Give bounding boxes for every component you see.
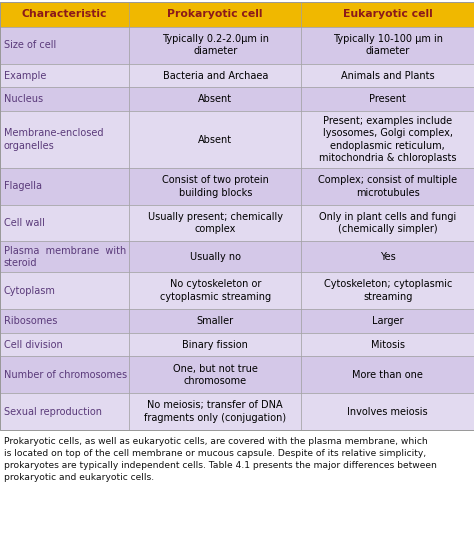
Bar <box>129 64 301 87</box>
Bar <box>301 168 474 205</box>
Text: Characteristic: Characteristic <box>22 10 107 20</box>
Text: Prokaryotic cells, as well as eukaryotic cells, are covered with the plasma memb: Prokaryotic cells, as well as eukaryotic… <box>4 437 437 483</box>
Bar <box>0 241 129 272</box>
Bar <box>301 27 474 64</box>
Bar <box>0 168 129 205</box>
Text: Membrane-enclosed
organelles: Membrane-enclosed organelles <box>4 128 103 151</box>
Text: Mitosis: Mitosis <box>371 339 405 349</box>
Bar <box>129 333 301 357</box>
Bar <box>129 357 301 393</box>
Text: Only in plant cells and fungi
(chemically simpler): Only in plant cells and fungi (chemicall… <box>319 212 456 234</box>
Text: Size of cell: Size of cell <box>4 40 56 50</box>
Bar <box>129 87 301 111</box>
Bar <box>0 87 129 111</box>
Bar <box>0 2 474 430</box>
Bar <box>0 393 129 430</box>
Bar <box>129 205 301 241</box>
Bar <box>129 168 301 205</box>
Text: Larger: Larger <box>372 316 403 326</box>
Text: Present: Present <box>369 94 406 104</box>
Text: Sexual reproduction: Sexual reproduction <box>4 407 102 417</box>
Bar <box>129 27 301 64</box>
Text: Cell wall: Cell wall <box>4 218 45 228</box>
Bar <box>301 87 474 111</box>
Bar <box>0 64 129 87</box>
Bar <box>129 272 301 309</box>
Text: Prokaryotic cell: Prokaryotic cell <box>167 10 263 20</box>
Bar <box>0 272 129 309</box>
Bar <box>301 357 474 393</box>
Text: One, but not true
chromosome: One, but not true chromosome <box>173 363 258 386</box>
Text: Present; examples include
lysosomes, Golgi complex,
endoplasmic reticulum,
mitoc: Present; examples include lysosomes, Gol… <box>319 116 456 163</box>
Text: Absent: Absent <box>198 94 232 104</box>
Text: Absent: Absent <box>198 134 232 144</box>
Bar <box>301 272 474 309</box>
Text: Smaller: Smaller <box>197 316 234 326</box>
Text: Cell division: Cell division <box>4 339 63 349</box>
Bar <box>301 333 474 357</box>
Bar <box>0 205 129 241</box>
Text: Nucleus: Nucleus <box>4 94 43 104</box>
Text: Example: Example <box>4 71 46 81</box>
Bar <box>301 309 474 333</box>
Text: Binary fission: Binary fission <box>182 339 248 349</box>
Text: Yes: Yes <box>380 252 396 262</box>
Text: Typically 10-100 μm in
diameter: Typically 10-100 μm in diameter <box>333 34 443 57</box>
Text: Cytoskeleton; cytoplasmic
streaming: Cytoskeleton; cytoplasmic streaming <box>324 279 452 302</box>
Text: More than one: More than one <box>352 370 423 380</box>
Text: Involves meiosis: Involves meiosis <box>347 407 428 417</box>
Text: Typically 0.2-2.0μm in
diameter: Typically 0.2-2.0μm in diameter <box>162 34 269 57</box>
Text: Number of chromosomes: Number of chromosomes <box>4 370 127 380</box>
Bar <box>301 393 474 430</box>
Bar <box>301 111 474 168</box>
Text: Usually no: Usually no <box>190 252 241 262</box>
Bar <box>301 2 474 27</box>
Text: Cytoplasm: Cytoplasm <box>4 286 55 296</box>
Text: Usually present; chemically
complex: Usually present; chemically complex <box>148 212 283 234</box>
Text: Plasma  membrane  with
steroid: Plasma membrane with steroid <box>4 246 126 268</box>
Bar <box>129 241 301 272</box>
Bar <box>0 111 129 168</box>
Text: Ribosomes: Ribosomes <box>4 316 57 326</box>
Bar <box>0 2 129 27</box>
Bar <box>301 241 474 272</box>
Bar <box>129 309 301 333</box>
Text: Complex; consist of multiple
microtubules: Complex; consist of multiple microtubule… <box>318 175 457 198</box>
Text: Flagella: Flagella <box>4 181 42 192</box>
Bar <box>0 357 129 393</box>
Text: Consist of two protein
building blocks: Consist of two protein building blocks <box>162 175 269 198</box>
Bar <box>0 333 129 357</box>
Text: Eukaryotic cell: Eukaryotic cell <box>343 10 433 20</box>
Bar <box>0 309 129 333</box>
Bar <box>129 111 301 168</box>
Bar <box>0 27 129 64</box>
Text: No cytoskeleton or
cytoplasmic streaming: No cytoskeleton or cytoplasmic streaming <box>160 279 271 302</box>
Bar <box>301 205 474 241</box>
Bar <box>129 2 301 27</box>
Text: Animals and Plants: Animals and Plants <box>341 71 435 81</box>
Text: Bacteria and Archaea: Bacteria and Archaea <box>163 71 268 81</box>
Bar <box>129 393 301 430</box>
Bar <box>301 64 474 87</box>
Text: No meiosis; transfer of DNA
fragments only (conjugation): No meiosis; transfer of DNA fragments on… <box>144 400 286 423</box>
